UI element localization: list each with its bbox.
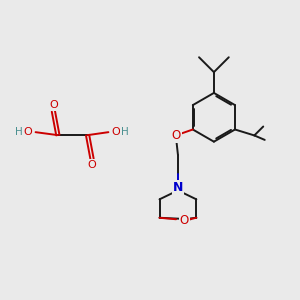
Text: H: H bbox=[15, 127, 23, 136]
Text: O: O bbox=[49, 100, 58, 110]
Text: N: N bbox=[173, 181, 183, 194]
Text: O: O bbox=[24, 127, 32, 136]
Text: O: O bbox=[88, 160, 96, 170]
Text: O: O bbox=[180, 214, 189, 227]
Text: O: O bbox=[111, 127, 120, 136]
Text: O: O bbox=[172, 129, 181, 142]
Text: H: H bbox=[121, 127, 129, 136]
